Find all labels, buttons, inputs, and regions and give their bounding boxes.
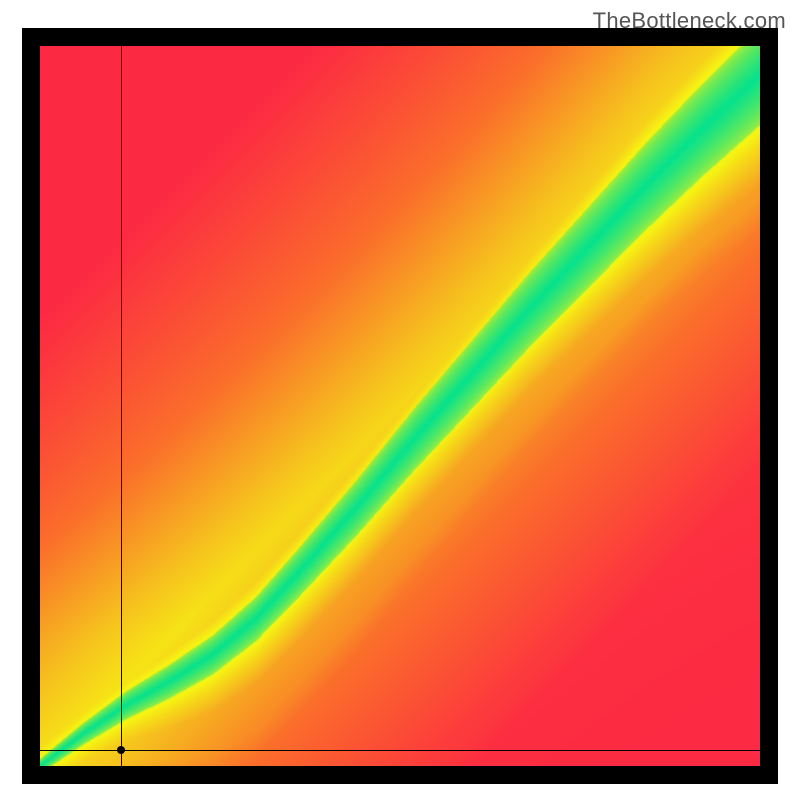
watermark-text: TheBottleneck.com — [593, 8, 786, 34]
plot-frame — [22, 28, 778, 784]
heatmap-canvas — [40, 46, 760, 766]
crosshair-horizontal — [40, 750, 760, 751]
chart-container: TheBottleneck.com — [0, 0, 800, 800]
crosshair-point — [117, 746, 125, 754]
crosshair-vertical — [121, 46, 122, 766]
